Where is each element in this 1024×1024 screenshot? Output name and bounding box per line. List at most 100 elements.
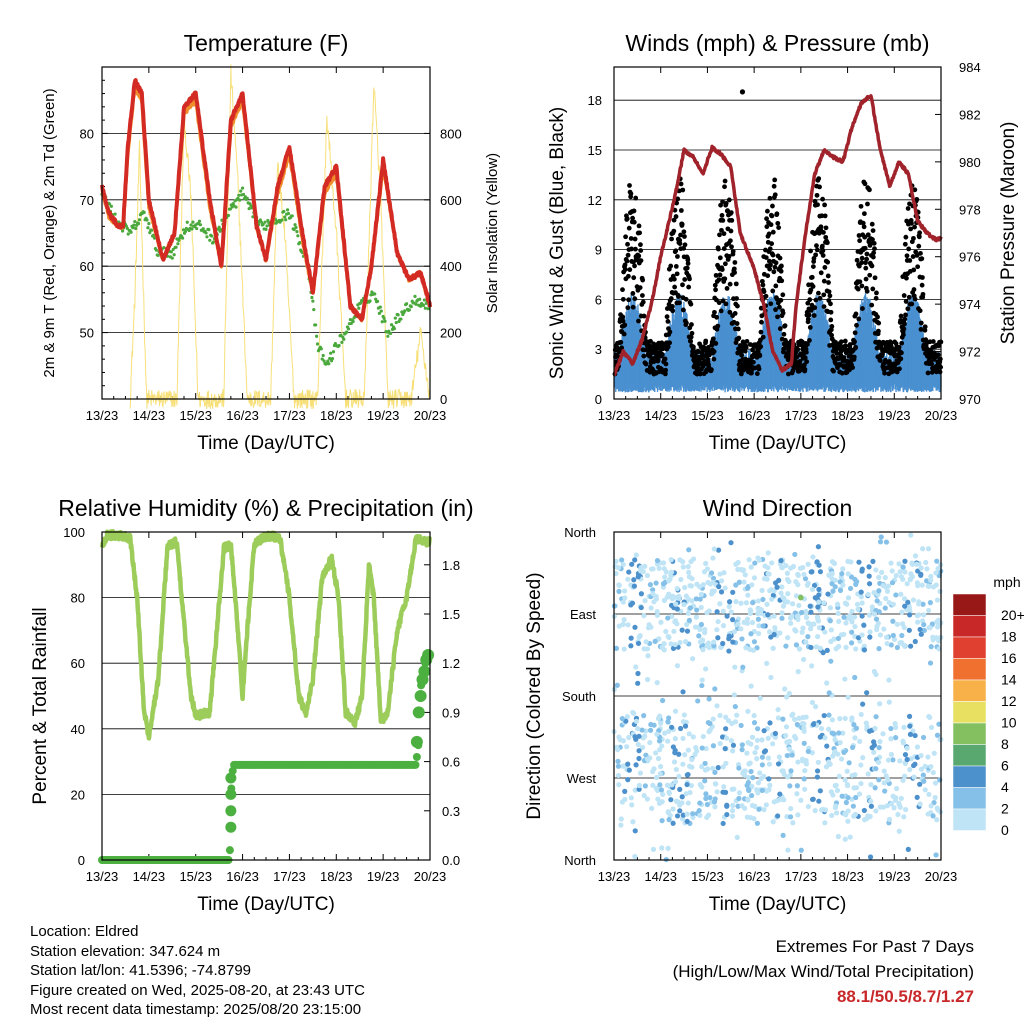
gust-point: [860, 220, 866, 226]
direction-point: [625, 777, 631, 783]
td-point: [109, 204, 113, 208]
gust-point: [821, 304, 827, 309]
gust-point: [902, 321, 907, 327]
direction-point: [911, 762, 917, 769]
gust-point: [810, 284, 816, 289]
x-tick-label: 17/23: [273, 869, 306, 884]
direction-point: [748, 768, 754, 775]
direction-point: [755, 780, 762, 786]
gust-point: [778, 268, 784, 274]
direction-point: [872, 785, 878, 791]
direction-point: [748, 683, 754, 689]
gust-point: [664, 314, 670, 320]
direction-point: [911, 774, 917, 780]
direction-point: [894, 621, 900, 627]
direction-point: [655, 796, 661, 802]
direction-point: [908, 756, 914, 762]
y-tick-label: East: [570, 607, 596, 622]
direction-point: [740, 567, 747, 573]
direction-point: [756, 557, 762, 563]
direction-point: [815, 604, 821, 610]
gust-point: [779, 278, 785, 284]
direction-point: [888, 751, 895, 758]
td-point: [174, 245, 178, 249]
direction-point: [738, 626, 744, 632]
gust-point: [802, 367, 808, 372]
direction-point: [649, 805, 655, 811]
td-point: [134, 226, 138, 231]
direction-point: [852, 735, 858, 741]
gust-point: [739, 352, 745, 358]
direction-point: [802, 768, 808, 774]
direction-point: [755, 598, 761, 604]
direction-point: [867, 629, 873, 635]
direction-point: [660, 581, 667, 587]
direction-point: [892, 721, 898, 727]
gust-point: [935, 352, 941, 358]
direction-point: [859, 600, 865, 606]
gust-point: [715, 246, 721, 252]
gust-point: [873, 295, 879, 301]
figure: Temperature (F)13/23 14/23 15/23 16/23 17/23…: [30, 30, 1024, 915]
direction-point: [908, 532, 914, 538]
direction-point: [635, 726, 641, 732]
gust-point: [722, 184, 727, 190]
direction-point: [698, 591, 704, 598]
direction-point: [742, 805, 748, 811]
gust-point: [821, 278, 827, 284]
station-info: Location: Eldred Station elevation: 347.…: [30, 922, 365, 1020]
gust-point: [675, 254, 680, 259]
direction-point: [730, 742, 737, 748]
direction-point: [669, 613, 675, 620]
gust-point-max: [739, 89, 746, 95]
gust-point: [684, 320, 689, 326]
x-tick-label: 19/23: [878, 408, 911, 423]
direction-point: [754, 787, 760, 793]
direction-point: [811, 582, 818, 589]
gust-point: [667, 340, 672, 346]
gust-point: [811, 256, 817, 261]
direction-point: [786, 746, 792, 752]
panel-title: Relative Humidity (%) & Precipitation (i…: [58, 495, 473, 521]
gust-point: [768, 301, 774, 307]
direction-point: [851, 614, 858, 620]
direction-point: [718, 589, 725, 595]
gust-point: [641, 313, 647, 319]
td-point: [263, 220, 267, 224]
gust-point: [772, 177, 778, 183]
direction-point: [839, 793, 845, 799]
direction-point: [770, 592, 776, 598]
gust-point: [685, 261, 691, 266]
direction-point: [785, 847, 791, 853]
direction-point: [717, 571, 723, 577]
td-point: [156, 253, 160, 257]
direction-point: [928, 803, 934, 809]
direction-point: [690, 734, 696, 740]
gust-point: [906, 246, 912, 252]
direction-point: [681, 601, 687, 608]
direction-point: [749, 802, 756, 809]
colorbar-swatch: [952, 722, 987, 745]
direction-point: [765, 550, 771, 556]
direction-point: [665, 633, 671, 640]
direction-point: [766, 761, 773, 767]
y2-tick-label: 974: [959, 297, 981, 312]
direction-point: [822, 820, 828, 826]
direction-point: [765, 735, 771, 741]
direction-point: [886, 677, 892, 683]
td-point: [286, 211, 291, 216]
direction-point: [798, 797, 804, 803]
gust-point: [770, 252, 776, 258]
td-point: [172, 253, 176, 257]
direction-point: [856, 791, 863, 797]
gust-point: [630, 291, 636, 296]
direction-point: [810, 554, 816, 560]
direction-point: [726, 633, 732, 639]
td-point: [379, 309, 383, 313]
gust-point: [904, 253, 910, 259]
panel-title: Temperature (F): [184, 30, 349, 56]
direction-point: [673, 766, 679, 773]
direction-point: [745, 592, 751, 598]
direction-point: [699, 638, 706, 644]
gust-point: [853, 344, 859, 350]
